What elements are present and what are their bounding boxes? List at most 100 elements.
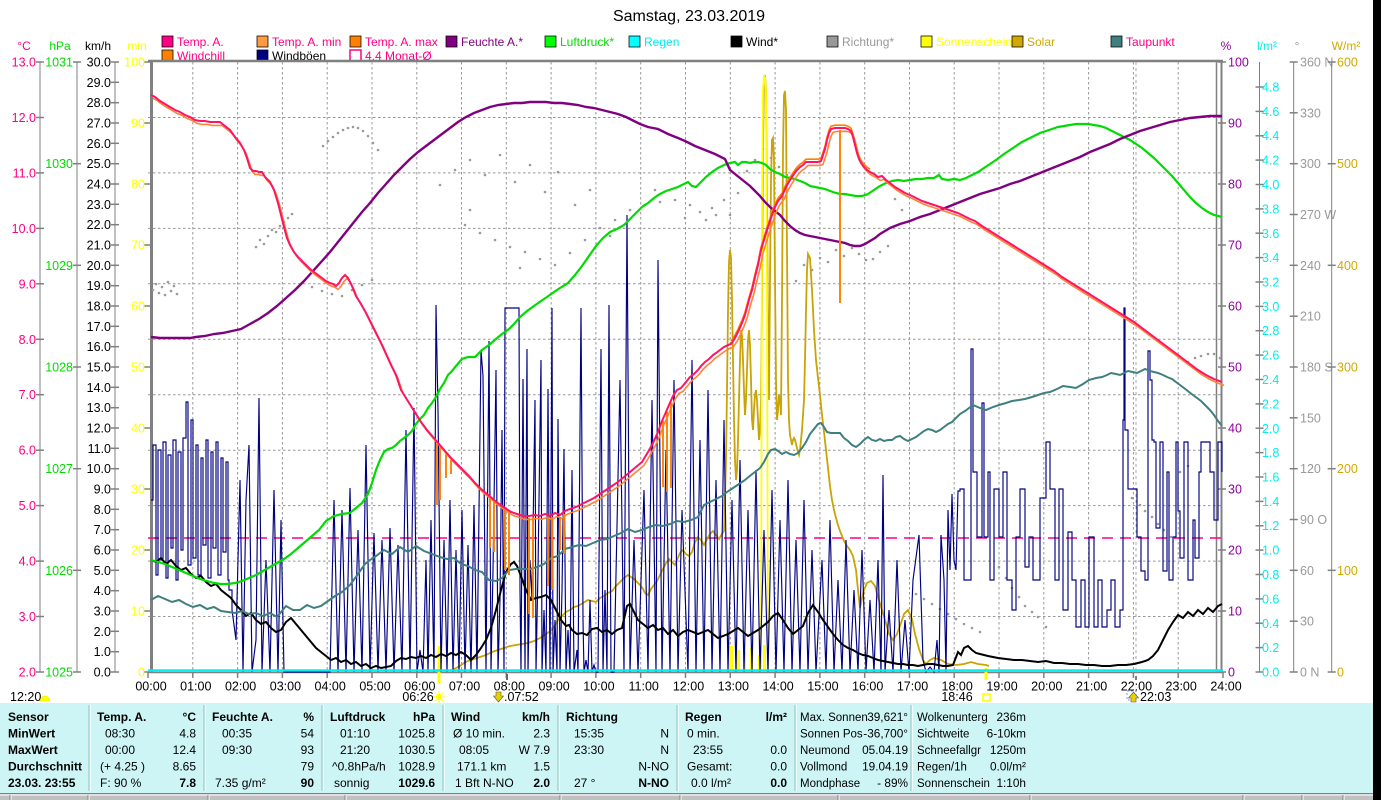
svg-text:1:10h: 1:10h: [996, 776, 1026, 790]
svg-text:Mondphase: Mondphase: [800, 778, 860, 790]
svg-text:600: 600: [1337, 56, 1358, 70]
svg-text:1.4: 1.4: [1262, 495, 1279, 509]
svg-text:2.0: 2.0: [533, 776, 550, 790]
svg-text:70: 70: [1228, 239, 1242, 253]
svg-text:93: 93: [301, 743, 315, 757]
svg-text:30: 30: [1300, 615, 1314, 629]
svg-text:12:20: 12:20: [10, 690, 41, 704]
svg-text:N-NO: N-NO: [638, 760, 669, 774]
svg-text:Regen/1h: Regen/1h: [917, 762, 967, 774]
svg-text:1028.9: 1028.9: [398, 760, 435, 774]
svg-text:11.0: 11.0: [13, 166, 36, 180]
svg-text:0.0: 0.0: [770, 743, 787, 757]
svg-text:3.2: 3.2: [1262, 276, 1279, 290]
svg-text:16.0: 16.0: [87, 340, 111, 354]
svg-text:500: 500: [1337, 157, 1358, 171]
svg-text:15:00: 15:00: [807, 680, 838, 694]
svg-text:240: 240: [1300, 259, 1321, 273]
svg-text:13.0: 13.0: [87, 401, 111, 415]
svg-text:23.03. 23:55: 23.03. 23:55: [8, 776, 76, 790]
svg-text:^0.8hPa/h: ^0.8hPa/h: [332, 760, 386, 774]
svg-text:50: 50: [1228, 361, 1242, 375]
svg-text:Neumond: Neumond: [800, 745, 850, 757]
svg-text:07:00: 07:00: [449, 680, 480, 694]
svg-text:7.35 g/m²: 7.35 g/m²: [215, 776, 266, 790]
svg-text:Taupunkt: Taupunkt: [1126, 35, 1175, 49]
svg-text:20.0: 20.0: [87, 259, 111, 273]
svg-text:100: 100: [124, 56, 145, 70]
svg-text:0.0: 0.0: [770, 776, 787, 790]
svg-text:30.0: 30.0: [87, 56, 111, 70]
svg-text:Vollmond: Vollmond: [800, 762, 847, 774]
svg-text:Durchschnitt: Durchschnitt: [8, 760, 82, 774]
svg-text:04:00: 04:00: [315, 680, 346, 694]
svg-text:2.0: 2.0: [1262, 422, 1279, 436]
svg-text:30: 30: [1228, 483, 1242, 497]
svg-text:180 S: 180 S: [1300, 361, 1333, 375]
svg-text:05:00: 05:00: [359, 680, 390, 694]
svg-text:Regen: Regen: [644, 35, 679, 49]
svg-text:27.0: 27.0: [87, 117, 111, 131]
svg-text:13.0: 13.0: [12, 56, 36, 70]
svg-text:4.8: 4.8: [1262, 81, 1279, 95]
svg-text:8.0: 8.0: [19, 333, 36, 347]
svg-text:Schneefallgr: Schneefallgr: [917, 745, 981, 757]
svg-text:1.0: 1.0: [94, 645, 111, 659]
svg-text:13:00: 13:00: [718, 680, 749, 694]
svg-text:1030.5: 1030.5: [398, 743, 435, 757]
svg-text:Sensor: Sensor: [8, 710, 49, 724]
svg-text:3.0: 3.0: [94, 605, 111, 619]
svg-text:min: min: [127, 39, 146, 53]
svg-text:Max. Sonnen: Max. Sonnen: [800, 712, 868, 724]
svg-text:4.6: 4.6: [1262, 105, 1279, 119]
svg-text:26.0: 26.0: [87, 137, 111, 151]
svg-text:Temp. A. max: Temp. A. max: [365, 35, 438, 49]
svg-text:0.8: 0.8: [1262, 568, 1279, 582]
svg-text:Sonnenschein: Sonnenschein: [936, 35, 1012, 49]
svg-text:(+ 4.25 ): (+ 4.25 ): [100, 760, 145, 774]
svg-text:06:00: 06:00: [404, 680, 435, 694]
svg-text:1028: 1028: [45, 361, 73, 375]
svg-text:22:00: 22:00: [1121, 680, 1152, 694]
svg-text:79: 79: [301, 760, 315, 774]
svg-text:330: 330: [1300, 106, 1321, 120]
svg-text:N-NO: N-NO: [638, 776, 669, 790]
svg-text:4.8: 4.8: [179, 727, 196, 741]
svg-text:10: 10: [1228, 605, 1242, 619]
svg-text:27 °: 27 °: [574, 776, 596, 790]
svg-text:270 W: 270 W: [1300, 208, 1336, 222]
svg-text:4.2: 4.2: [1262, 154, 1279, 168]
svg-text:18:46: 18:46: [941, 690, 972, 704]
svg-text:80: 80: [1228, 178, 1242, 192]
svg-text:MinWert: MinWert: [8, 727, 55, 741]
svg-text:0: 0: [1337, 666, 1344, 680]
svg-text:Luftdruck*: Luftdruck*: [560, 35, 614, 49]
svg-text:15:35: 15:35: [574, 727, 604, 741]
svg-text:- 89%: - 89%: [877, 776, 908, 790]
svg-text:14:00: 14:00: [762, 680, 793, 694]
svg-text:06:26: 06:26: [402, 690, 433, 704]
svg-text:19.04.19: 19.04.19: [862, 760, 908, 774]
svg-text:sonnig: sonnig: [334, 776, 369, 790]
svg-text:3.0: 3.0: [19, 610, 36, 624]
svg-text:23:30: 23:30: [574, 743, 604, 757]
svg-text:F: 90 %: F: 90 %: [100, 776, 142, 790]
svg-text:39,621°: 39,621°: [867, 710, 908, 724]
svg-text:1.8: 1.8: [1262, 446, 1279, 460]
svg-text:l/m²: l/m²: [1257, 39, 1277, 53]
svg-text:8.0: 8.0: [94, 503, 111, 517]
svg-text:40: 40: [1228, 422, 1242, 436]
svg-text:1030: 1030: [45, 157, 73, 171]
svg-text:80: 80: [131, 178, 145, 192]
svg-text:Sichtweite: Sichtweite: [917, 729, 969, 741]
svg-text:10.0: 10.0: [12, 222, 36, 236]
svg-text:10.0: 10.0: [87, 462, 111, 476]
svg-text:Temp. A.: Temp. A.: [97, 710, 146, 724]
svg-text:19.0: 19.0: [87, 279, 111, 293]
svg-text:1.0: 1.0: [1262, 544, 1279, 558]
svg-text:3.8: 3.8: [1262, 202, 1279, 216]
svg-text:11:00: 11:00: [629, 680, 659, 694]
svg-text:00:00: 00:00: [135, 680, 166, 694]
svg-text:W 7.9: W 7.9: [519, 743, 551, 757]
svg-text:20:00: 20:00: [1031, 680, 1062, 694]
